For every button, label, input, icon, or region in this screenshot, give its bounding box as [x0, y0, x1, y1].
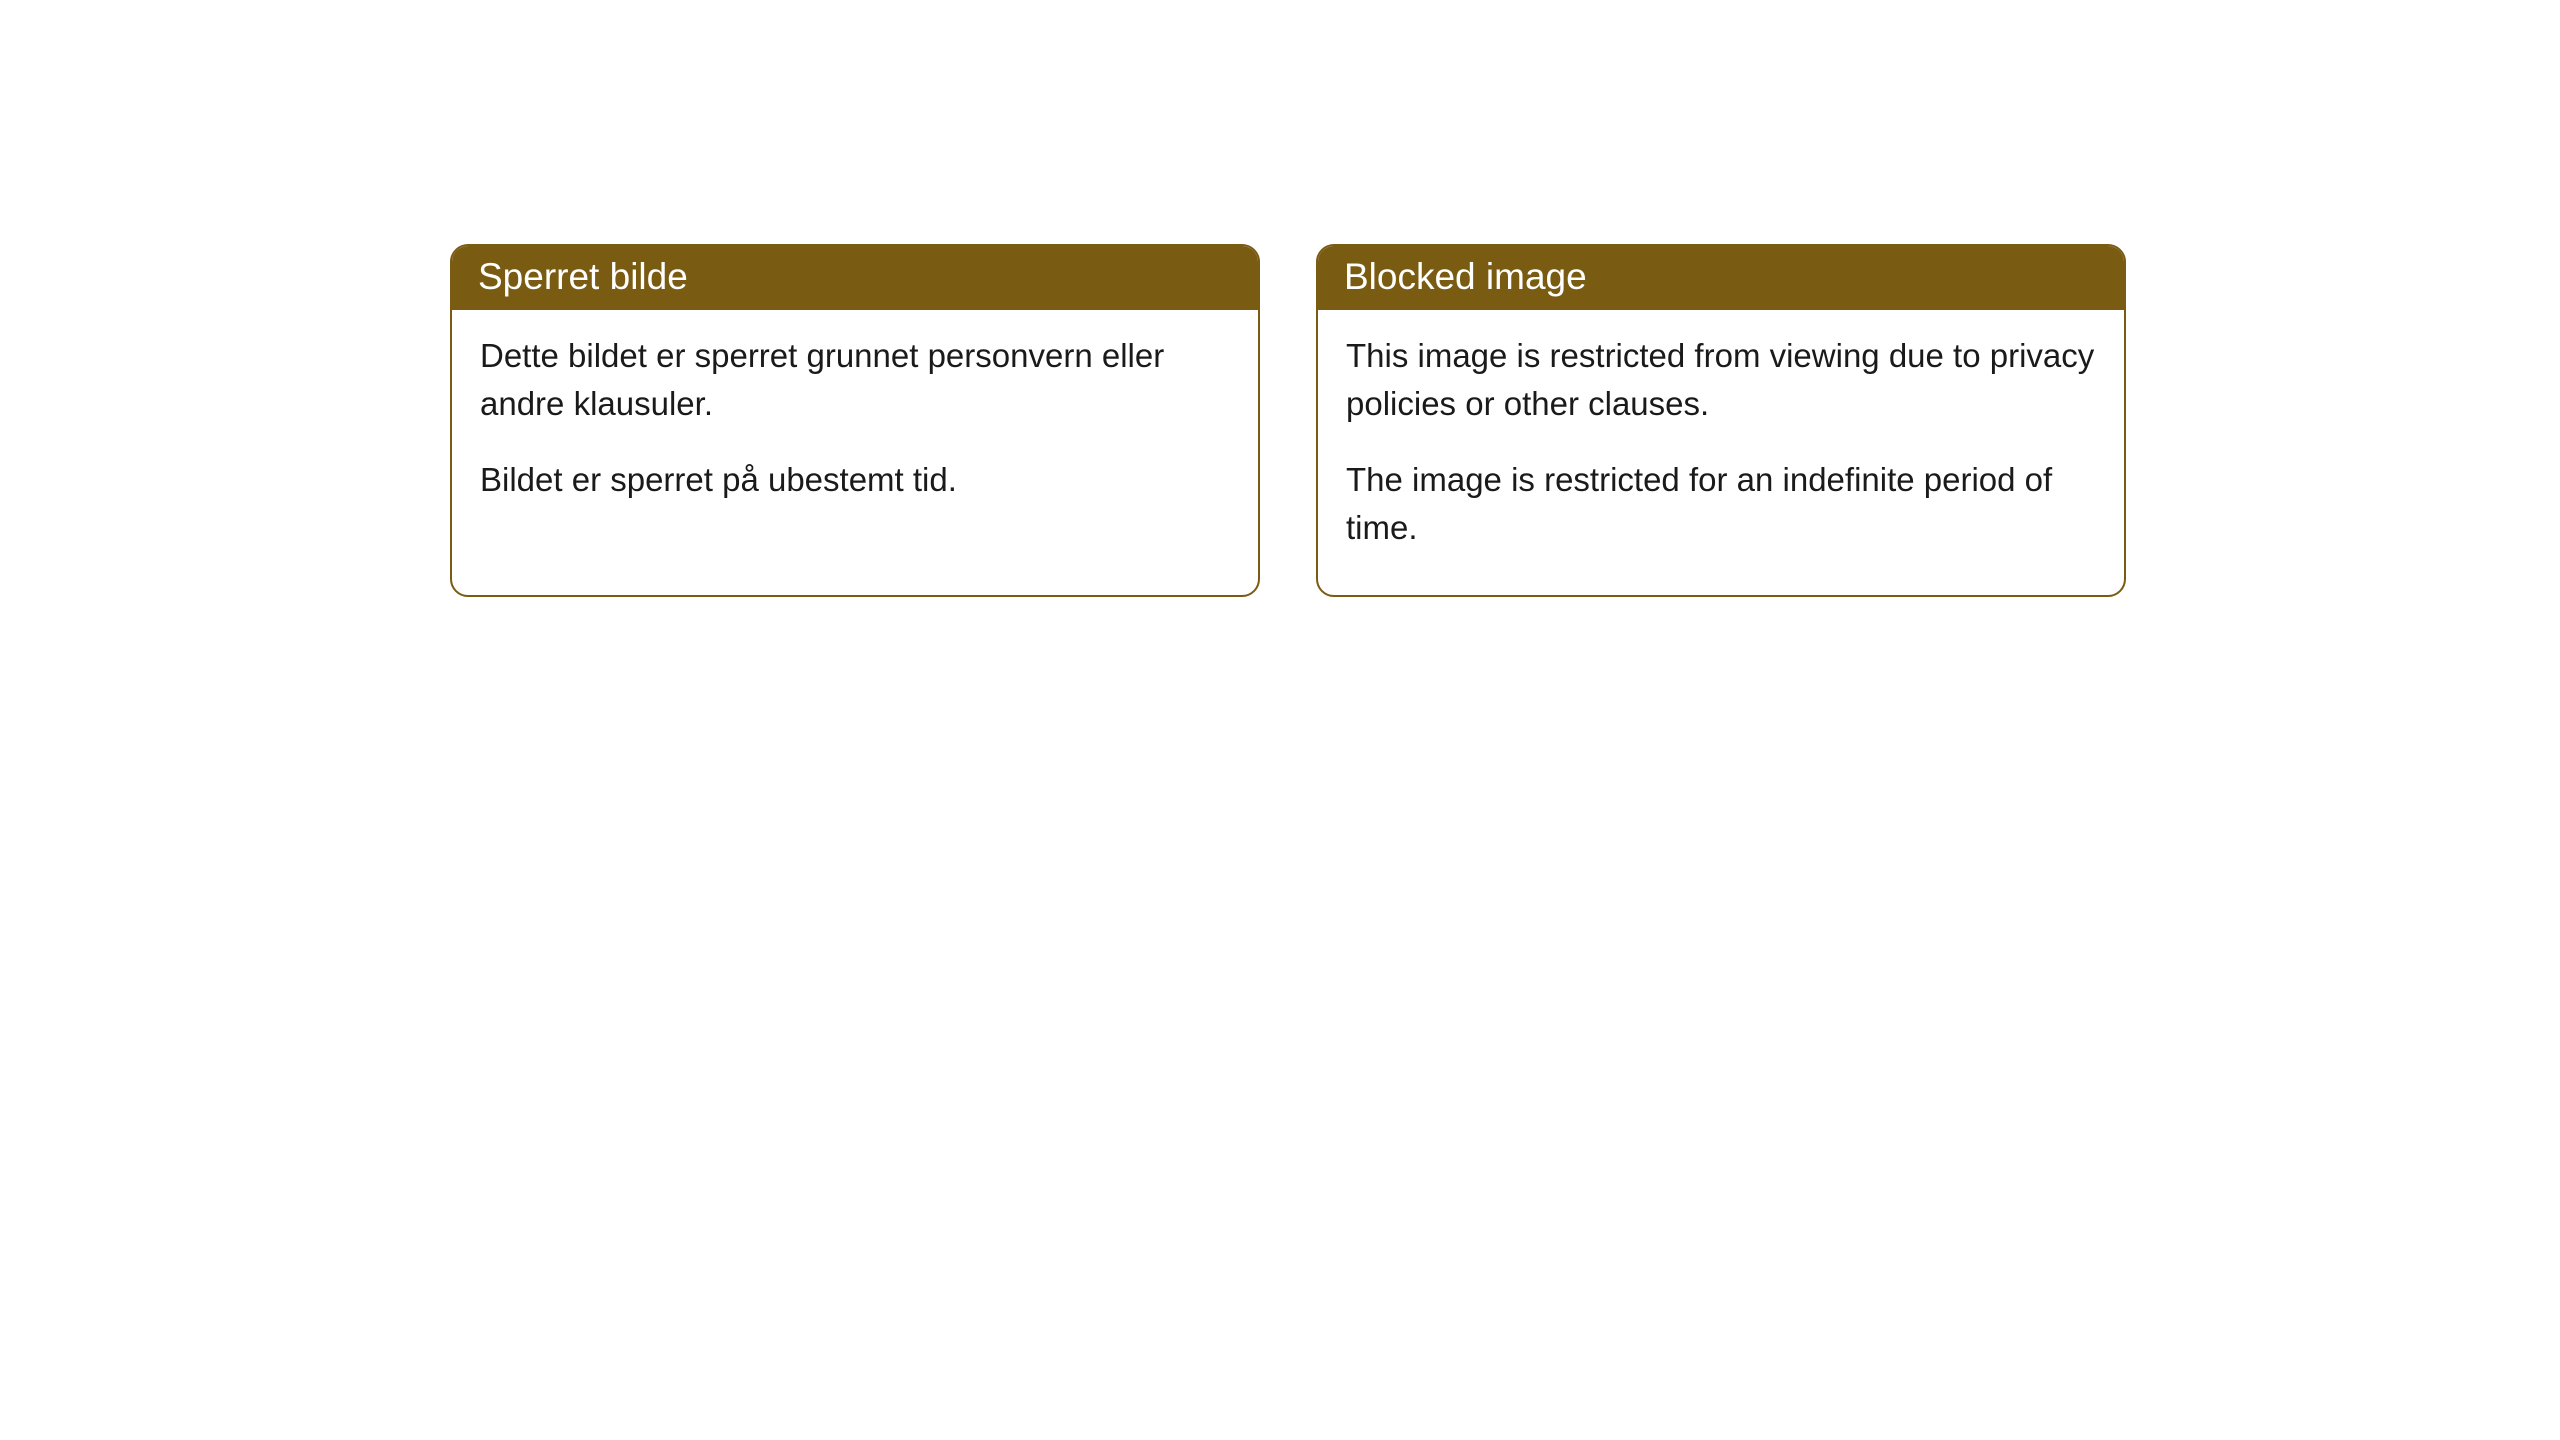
card-paragraph: This image is restricted from viewing du…: [1346, 332, 2096, 428]
card-paragraph: Bildet er sperret på ubestemt tid.: [480, 456, 1230, 504]
card-body: This image is restricted from viewing du…: [1318, 310, 2124, 595]
card-paragraph: Dette bildet er sperret grunnet personve…: [480, 332, 1230, 428]
card-paragraph: The image is restricted for an indefinit…: [1346, 456, 2096, 552]
card-header: Sperret bilde: [452, 246, 1258, 310]
card-header: Blocked image: [1318, 246, 2124, 310]
blocked-image-card-no: Sperret bilde Dette bildet er sperret gr…: [450, 244, 1260, 597]
cards-container: Sperret bilde Dette bildet er sperret gr…: [450, 244, 2126, 597]
card-body: Dette bildet er sperret grunnet personve…: [452, 310, 1258, 548]
blocked-image-card-en: Blocked image This image is restricted f…: [1316, 244, 2126, 597]
